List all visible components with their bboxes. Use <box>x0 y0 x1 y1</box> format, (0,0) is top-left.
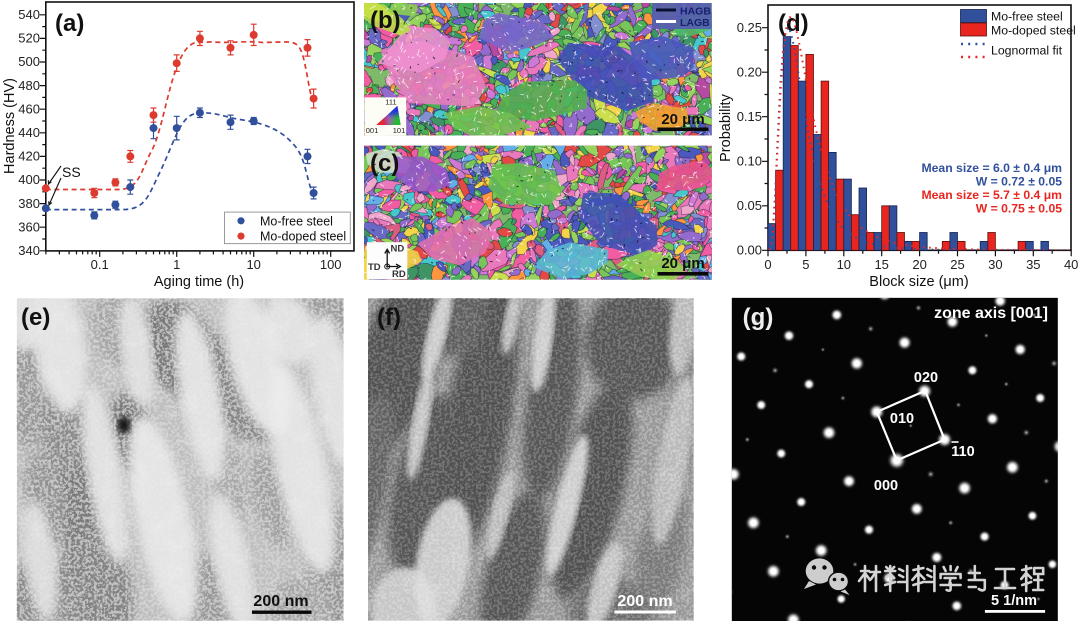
svg-text:Mean size = 5.7 ± 0.4 μm: Mean size = 5.7 ± 0.4 μm <box>922 188 1063 202</box>
svg-text:20 μm: 20 μm <box>661 111 704 128</box>
svg-text:20 μm: 20 μm <box>661 255 704 272</box>
svg-text:480: 480 <box>18 78 40 93</box>
svg-text:520: 520 <box>18 31 40 46</box>
svg-text:440: 440 <box>18 125 40 140</box>
svg-text:(g): (g) <box>743 304 774 331</box>
svg-text:Aging time (h): Aging time (h) <box>154 274 244 290</box>
svg-text:0.00: 0.00 <box>737 243 762 258</box>
svg-text:111: 111 <box>385 98 396 107</box>
svg-text:Mean size = 6.0 ± 0.4 μm: Mean size = 6.0 ± 0.4 μm <box>922 161 1063 175</box>
svg-text:400: 400 <box>18 172 40 187</box>
svg-text:0.15: 0.15 <box>737 109 762 124</box>
svg-text:001: 001 <box>366 126 379 135</box>
svg-text:SS: SS <box>62 164 81 180</box>
svg-text:(a): (a) <box>55 10 84 37</box>
svg-text:360: 360 <box>18 219 40 234</box>
svg-text:Mo-doped steel: Mo-doped steel <box>260 230 346 244</box>
svg-text:110: 110 <box>951 444 974 460</box>
svg-text:101: 101 <box>393 126 406 135</box>
svg-text:W = 0.72 ± 0.05: W = 0.72 ± 0.05 <box>976 175 1063 189</box>
svg-text:(c): (c) <box>370 150 399 177</box>
svg-text:Mo-free steel: Mo-free steel <box>260 214 333 228</box>
svg-text:(f): (f) <box>377 304 401 331</box>
svg-text:Probability: Probability <box>718 93 734 161</box>
svg-text:380: 380 <box>18 196 40 211</box>
svg-text:0.20: 0.20 <box>737 64 762 79</box>
svg-text:0.25: 0.25 <box>737 20 762 35</box>
svg-text:0: 0 <box>764 257 771 272</box>
svg-text:25: 25 <box>950 257 964 272</box>
svg-text:HAGB: HAGB <box>680 6 711 18</box>
svg-text:35: 35 <box>1026 257 1040 272</box>
svg-text:5: 5 <box>802 257 809 272</box>
svg-text:340: 340 <box>18 243 40 258</box>
svg-text:020: 020 <box>914 370 938 386</box>
svg-text:0.10: 0.10 <box>737 154 762 169</box>
svg-text:Mo-free steel: Mo-free steel <box>991 10 1063 24</box>
svg-text:1: 1 <box>173 257 180 272</box>
svg-text:10: 10 <box>246 257 260 272</box>
svg-text:LAGB: LAGB <box>680 17 710 29</box>
svg-text:Mo-doped steel: Mo-doped steel <box>991 23 1076 37</box>
svg-text:0.1: 0.1 <box>91 257 109 272</box>
svg-text:10: 10 <box>837 257 851 272</box>
svg-text:(d): (d) <box>778 10 809 37</box>
svg-text:Lognormal fit: Lognormal fit <box>991 44 1063 58</box>
svg-text:40: 40 <box>1064 257 1078 272</box>
svg-text:(e): (e) <box>21 304 50 331</box>
svg-text:200 nm: 200 nm <box>617 593 672 610</box>
svg-text:Block size (μm): Block size (μm) <box>869 274 968 290</box>
svg-text:TD: TD <box>368 262 381 273</box>
svg-text:460: 460 <box>18 101 40 116</box>
svg-text:zone axis [001]: zone axis [001] <box>934 305 1048 322</box>
svg-text:100: 100 <box>320 257 342 272</box>
svg-text:500: 500 <box>18 54 40 69</box>
svg-text:0.05: 0.05 <box>737 198 762 213</box>
svg-text:Hardness (HV): Hardness (HV) <box>2 78 18 174</box>
svg-text:420: 420 <box>18 149 40 164</box>
svg-text:30: 30 <box>988 257 1002 272</box>
svg-text:5 1/nm: 5 1/nm <box>991 593 1037 609</box>
svg-text:000: 000 <box>874 478 898 494</box>
svg-text:W = 0.75 ± 0.05: W = 0.75 ± 0.05 <box>976 202 1063 216</box>
svg-text:010: 010 <box>890 411 914 427</box>
svg-text:200 nm: 200 nm <box>253 593 308 610</box>
svg-text:20: 20 <box>912 257 926 272</box>
svg-text:(b): (b) <box>370 7 401 34</box>
svg-text:RD: RD <box>392 269 406 280</box>
svg-text:ND: ND <box>391 244 405 255</box>
svg-text:15: 15 <box>874 257 888 272</box>
svg-text:540: 540 <box>18 7 40 22</box>
